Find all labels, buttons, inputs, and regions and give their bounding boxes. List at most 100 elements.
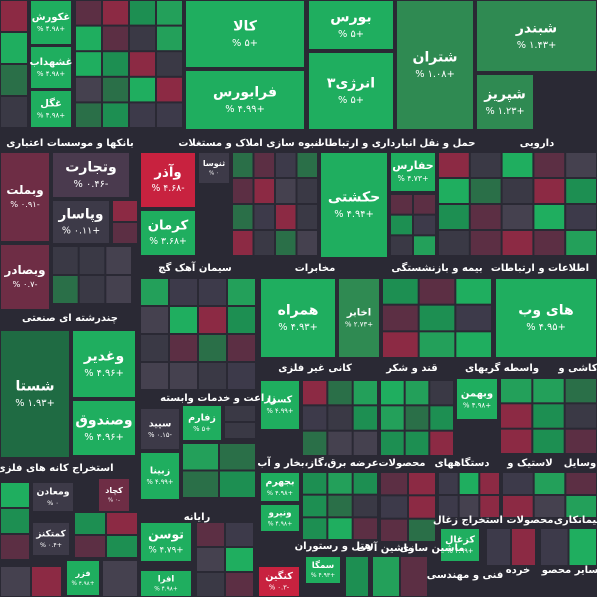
filler-tile [409,519,435,541]
tile-change: +۴.۹۴ % [334,209,374,220]
filler-tile [1,1,27,31]
tile-name: زبینا [150,465,170,476]
tile-name: ومعادن [37,486,70,497]
stock-tile: کسرا +۴.۹۹ % [261,381,299,429]
tile-name: بجهرم [266,476,295,487]
filler-tile [566,179,596,203]
filler-tile [32,567,61,596]
filler-tile [470,231,501,255]
tile-bg [73,401,135,455]
tile-bg [261,279,335,357]
tile-name: فزر [75,568,91,578]
tile-change: +۴.۹۵ % [526,322,566,333]
sector-label: سیمان آهک گچ [158,261,232,274]
tile-name: غگل [40,97,62,110]
filler-tile [405,406,429,430]
stock-tile: افرا +۴.۹۸ % [141,571,191,596]
filler-tile [439,496,458,517]
filler-tile [103,1,128,25]
filler-tile [534,231,565,255]
stock-tile: غگل +۴.۹۸ % [31,91,71,127]
stock-tile: بجهرم +۴.۹۸ % [261,473,299,501]
stock-tile: حکشتی +۴.۹۴ % [321,153,387,257]
filler-tile [439,231,469,255]
stock-tile: فرابورس +۴.۹۹ % [186,71,304,129]
filler-tile [233,205,253,229]
filler-tile [353,495,377,517]
tile-change: +۴.۹۹ % [225,104,265,115]
sector-label: عرضه برق،گاز،بخار و آب [257,456,378,469]
filler-tile [459,473,479,494]
tile-bg [33,523,69,555]
stock-tile: فزر +۴.۹۸ % [67,561,99,595]
sector-label: قند و شکر [385,363,437,374]
filler-tile [1,567,30,596]
tile-change: +۴.۹۹ % [447,547,474,555]
filler-tile [565,379,596,403]
filler-tile [480,496,499,517]
filler-tile [53,247,78,274]
filler-tile [503,496,533,517]
tile-bg [141,211,195,255]
tile-change: -۰.۳ % [269,584,290,592]
filler-tile [228,307,255,333]
filler-tile [183,444,218,470]
sector-label: ماشین آلات [356,541,413,554]
tile-change: +۴.۹۸ % [37,70,65,78]
filler-tile [439,153,469,177]
filler-tile [297,205,317,229]
filler-tile [107,513,137,534]
tile-name: وغدیر [83,348,124,364]
tile-name: حفارس [392,159,434,172]
tile-name: سمگا [312,560,334,571]
tile-change: +۲.۷۳ % [345,321,373,329]
filler-tile [405,381,429,405]
filler-tile [353,473,377,494]
tile-bg [31,1,71,44]
tile-change: -۰.۹۱ % [10,199,40,209]
tile-name: ثنوسا [203,159,225,168]
tile-change: +۱.۰۸ % [415,69,455,80]
sector-label: دستگاههای [434,456,489,469]
filler-tile [170,363,197,389]
tile-change: ۰ % [47,499,59,507]
stock-tile: شپریز +۱.۲۳ % [477,75,533,129]
tile-name: غکورش [32,12,70,23]
filler-tile [199,307,226,333]
stock-tile: کمتکنز +۰.۴ % [33,523,69,555]
filler-tile [157,52,182,76]
tile-name: شپریز [483,86,526,102]
tile-bg [53,153,129,197]
tile-bg [1,245,49,309]
filler-tile [502,179,533,203]
filler-tile [157,77,182,102]
sector-label: حمل و نقل انبارداری و ارتباطات [315,138,476,149]
filler-tile [381,406,404,430]
filler-tile [53,276,78,303]
filler-tile [566,473,596,494]
filler-tile [103,77,128,102]
stock-tile: غکورش +۴.۹۸ % [31,1,71,44]
filler-tile [79,247,105,274]
filler-tile [199,335,226,361]
tile-bg [496,279,596,357]
tile-change: +۴.۷۹ % [148,546,183,556]
filler-tile [534,496,565,517]
filler-tile [75,513,105,534]
sector-label: مخابرات [295,263,336,274]
tile-name: وصندوق [75,412,132,428]
filler-tile [141,335,168,361]
filler-tile [430,431,453,455]
tile-change: +۵ % [338,95,364,106]
filler-tile [439,205,469,229]
filler-tile [1,535,29,559]
filler-tile [391,195,412,214]
tile-bg [99,479,129,511]
sector-label: خرده [506,565,530,576]
filler-tile [328,518,352,539]
filler-tile [130,103,155,127]
sector-label: چندرشته ای صنعتی [22,313,118,324]
filler-tile [391,215,412,235]
tile-name: انرژی۳ [327,75,375,91]
filler-tile [383,279,418,304]
